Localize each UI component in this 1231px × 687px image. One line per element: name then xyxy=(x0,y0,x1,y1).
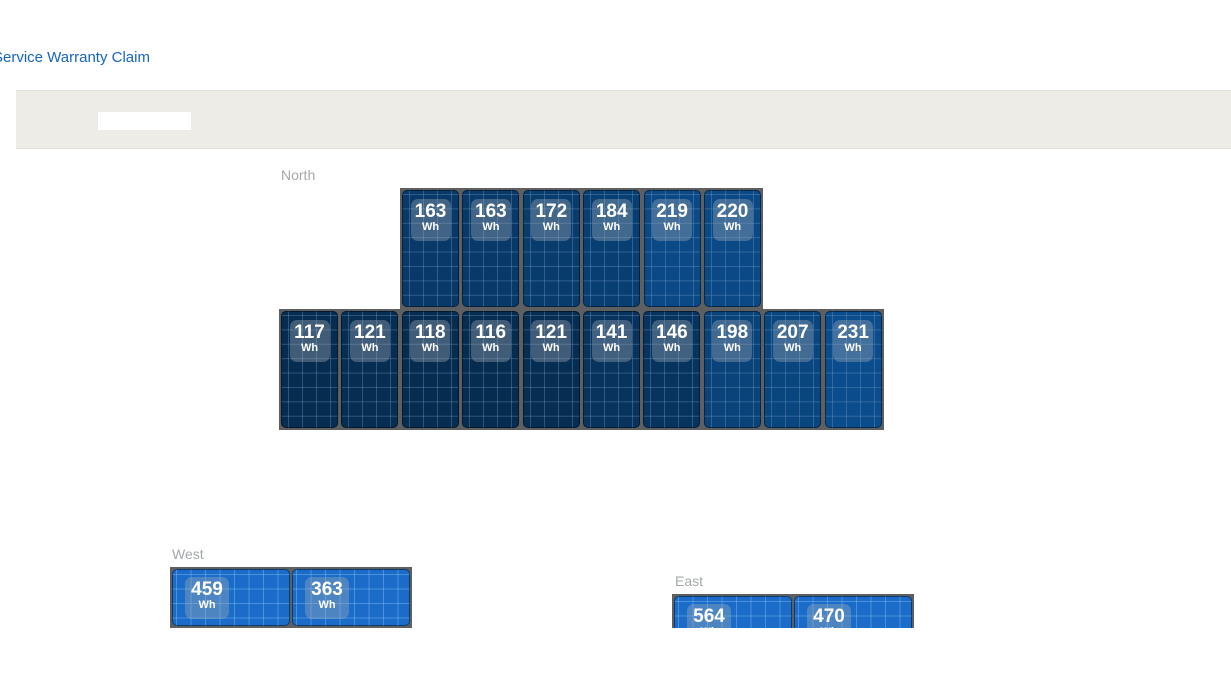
toolbar xyxy=(16,90,1231,149)
panel-energy-unit: Wh xyxy=(687,627,731,629)
service-warranty-claim-link[interactable]: Service Warranty Claim xyxy=(0,48,200,68)
solar-panel[interactable]: 198 Wh xyxy=(703,311,761,428)
solar-panel[interactable]: 184 Wh xyxy=(583,190,641,307)
panel-energy-value: 163 xyxy=(414,201,447,222)
panel-energy-badge: 470Wh xyxy=(807,604,851,628)
panel-energy-value: 459 xyxy=(191,579,223,600)
panel-energy-value: 163 xyxy=(475,201,507,222)
panel-energy-badge: 117 Wh xyxy=(289,320,330,362)
west-group-label: West xyxy=(172,546,204,562)
panel-energy-unit: Wh xyxy=(723,342,741,354)
panel-energy-value: 121 xyxy=(354,322,386,343)
solar-panel[interactable]: 172 Wh xyxy=(522,190,580,307)
panel-energy-badge: 163 Wh xyxy=(470,199,511,241)
panel-energy-badge: 163 Wh xyxy=(410,199,451,241)
panel-energy-unit: Wh xyxy=(482,342,500,354)
solar-panel[interactable]: 220 Wh xyxy=(704,190,761,307)
panel-energy-badge: 207 Wh xyxy=(772,320,813,362)
panel-energy-unit: Wh xyxy=(603,221,621,233)
north-array-lower-row: 117 Wh 121 Wh 118 Wh 116 Wh 121 Wh 141 Wh 146 Wh 198 Wh… xyxy=(279,309,884,430)
solar-panel[interactable]: 564Wh xyxy=(674,596,792,628)
panel-energy-value: 172 xyxy=(535,201,568,222)
panel-energy-badge: 116 Wh xyxy=(470,320,511,362)
panel-energy-badge: 184 Wh xyxy=(591,199,632,241)
panel-energy-unit: Wh xyxy=(663,221,681,233)
panel-energy-unit: Wh xyxy=(807,627,851,629)
solar-panel[interactable]: 459 Wh xyxy=(172,569,290,626)
panel-energy-unit: Wh xyxy=(421,342,439,354)
panel-energy-value: 121 xyxy=(535,322,567,343)
panel-energy-unit: Wh xyxy=(361,342,379,354)
panel-energy-badge: 459 Wh xyxy=(185,577,229,619)
panel-energy-unit: Wh xyxy=(198,599,216,611)
panel-energy-unit: Wh xyxy=(318,599,336,611)
solar-panel[interactable]: 231 Wh xyxy=(824,311,882,428)
panel-energy-value: 117 xyxy=(294,322,325,343)
panel-energy-value: 207 xyxy=(776,322,809,343)
solar-panel[interactable]: 146 Wh xyxy=(643,311,701,428)
panel-energy-badge: 198 Wh xyxy=(712,320,753,362)
solar-panel[interactable]: 163 Wh xyxy=(402,190,459,307)
east-group-label: East xyxy=(675,573,704,589)
panel-energy-value: 118 xyxy=(414,322,446,343)
panel-energy-badge: 363 Wh xyxy=(305,577,349,619)
panel-energy-value: 470 xyxy=(813,606,845,627)
panel-energy-value: 198 xyxy=(716,322,749,343)
panel-energy-unit: Wh xyxy=(663,342,681,354)
panel-energy-badge: 564Wh xyxy=(687,604,731,628)
panel-energy-badge: 141 Wh xyxy=(591,320,632,362)
north-array-upper-row: 163 Wh 163 Wh 172 Wh 184 Wh 219 Wh 220 Wh xyxy=(400,188,763,309)
panel-energy-value: 184 xyxy=(595,201,628,222)
panel-energy-badge: 118 Wh xyxy=(410,320,451,362)
panel-energy-unit: Wh xyxy=(421,221,440,233)
east-array: 564Wh470Wh xyxy=(672,594,914,628)
panel-energy-unit: Wh xyxy=(482,221,500,233)
panel-energy-badge: 121 Wh xyxy=(531,320,572,362)
west-array: 459 Wh 363 Wh xyxy=(170,567,412,628)
panel-energy-value: 141 xyxy=(595,322,628,343)
panel-energy-value: 219 xyxy=(656,201,688,222)
panel-energy-value: 116 xyxy=(475,322,507,343)
panel-energy-unit: Wh xyxy=(723,221,742,233)
panel-energy-unit: Wh xyxy=(844,342,862,354)
panel-energy-badge: 219 Wh xyxy=(652,199,693,241)
panel-energy-unit: Wh xyxy=(784,342,802,354)
panel-energy-value: 231 xyxy=(837,322,869,343)
panel-energy-badge: 220 Wh xyxy=(712,199,753,241)
solar-panel[interactable]: 116 Wh xyxy=(462,311,520,428)
panel-energy-badge: 121 Wh xyxy=(349,320,390,362)
panel-energy-unit: Wh xyxy=(602,342,621,354)
panel-energy-unit: Wh xyxy=(300,342,319,354)
panel-energy-unit: Wh xyxy=(542,221,560,233)
solar-panel[interactable]: 163 Wh xyxy=(462,190,520,307)
panel-energy-value: 564 xyxy=(693,606,725,627)
solar-panel[interactable]: 141 Wh xyxy=(583,311,640,428)
solar-panel[interactable]: 121 Wh xyxy=(522,311,580,428)
panel-energy-badge: 172 Wh xyxy=(531,199,572,241)
solar-panel[interactable]: 470Wh xyxy=(794,596,912,628)
panel-energy-value: 146 xyxy=(656,322,688,343)
panel-energy-value: 220 xyxy=(716,201,749,222)
panel-energy-badge: 146 Wh xyxy=(651,320,692,362)
panel-energy-unit: Wh xyxy=(542,342,560,354)
solar-panel[interactable]: 363 Wh xyxy=(292,569,410,626)
toolbar-input[interactable] xyxy=(98,112,191,130)
solar-panel[interactable]: 117 Wh xyxy=(281,311,338,428)
solar-panel[interactable]: 219 Wh xyxy=(643,190,701,307)
solar-panel[interactable]: 118 Wh xyxy=(401,311,459,428)
solar-panel[interactable]: 121 Wh xyxy=(341,311,399,428)
service-warranty-claim-link-text: Service Warranty Claim xyxy=(0,49,150,66)
panel-energy-badge: 231 Wh xyxy=(833,320,874,362)
north-group-label: North xyxy=(281,167,316,183)
panel-energy-value: 363 xyxy=(311,579,343,600)
solar-panel[interactable]: 207 Wh xyxy=(764,311,822,428)
